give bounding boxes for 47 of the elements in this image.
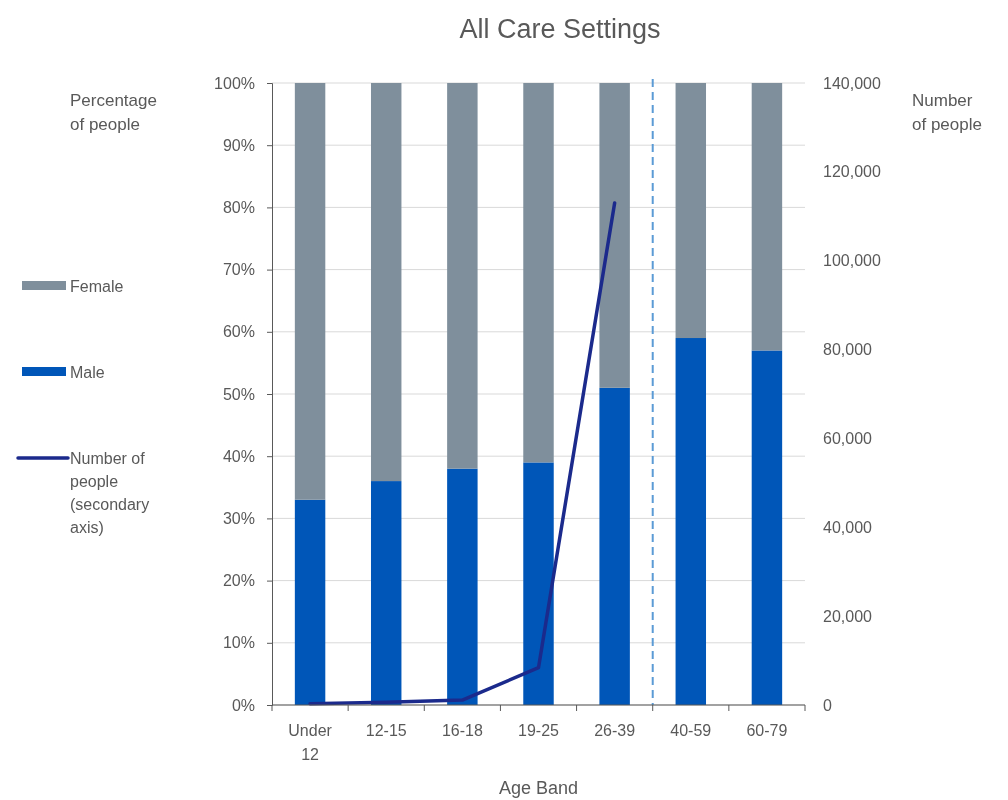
y2-axis-title: Number of people	[912, 91, 982, 134]
y2-tick-label: 80,000	[823, 341, 873, 359]
bar	[751, 350, 783, 705]
y2-tick-label: 120,000	[823, 163, 881, 181]
y-tick-label: 90%	[222, 136, 255, 154]
chart-title: All Care Settings	[459, 14, 661, 44]
y-tick-label: 50%	[222, 385, 255, 403]
y2-tick-label: 0	[823, 696, 832, 714]
y-tick-label: 80%	[222, 199, 255, 217]
y2-tick-label: 60,000	[823, 430, 873, 448]
bar	[294, 499, 326, 705]
y2-tick-label: 20,000	[823, 607, 873, 625]
bar	[447, 468, 478, 705]
y-tick-label: 100%	[214, 74, 255, 92]
bar	[675, 338, 707, 705]
legend-label: Male	[70, 364, 105, 381]
line-series	[308, 201, 617, 706]
x-tick-label: 19-25	[518, 722, 560, 739]
y2-tick-label: 140,000	[823, 74, 881, 92]
bar	[599, 83, 630, 388]
x-tick-label: Under 12	[288, 722, 333, 763]
x-tick-label: 26-39	[594, 722, 636, 739]
y-tick-label: 10%	[222, 634, 255, 652]
x-tick-label: 40-59	[670, 722, 712, 739]
y-tick-label: 20%	[222, 572, 255, 590]
bar	[675, 83, 707, 339]
y-tick-label: 70%	[222, 261, 255, 279]
x-tick-label: 16-18	[441, 722, 483, 739]
bar	[751, 83, 783, 351]
bar	[370, 83, 402, 482]
y-axis-title: Percentage of people	[70, 91, 157, 134]
legend-label: Female	[70, 278, 124, 295]
y-tick-label: 30%	[222, 510, 255, 528]
bar	[599, 387, 630, 705]
y2-tick-label: 100,000	[823, 252, 881, 270]
x-axis-title: Age Band	[498, 778, 579, 798]
x-tick-label: 60-79	[746, 722, 788, 739]
y2-tick-label: 40,000	[823, 518, 873, 536]
bar	[447, 83, 478, 469]
bar	[523, 83, 554, 463]
x-tick-label: 12-15	[365, 722, 407, 739]
y-tick-label: 60%	[222, 323, 255, 341]
y-tick-label: 40%	[222, 447, 255, 465]
legend-label: Number of people (secondary axis)	[70, 450, 150, 536]
y-tick-label: 0%	[231, 696, 255, 714]
bar	[523, 462, 554, 705]
bar	[294, 83, 326, 500]
